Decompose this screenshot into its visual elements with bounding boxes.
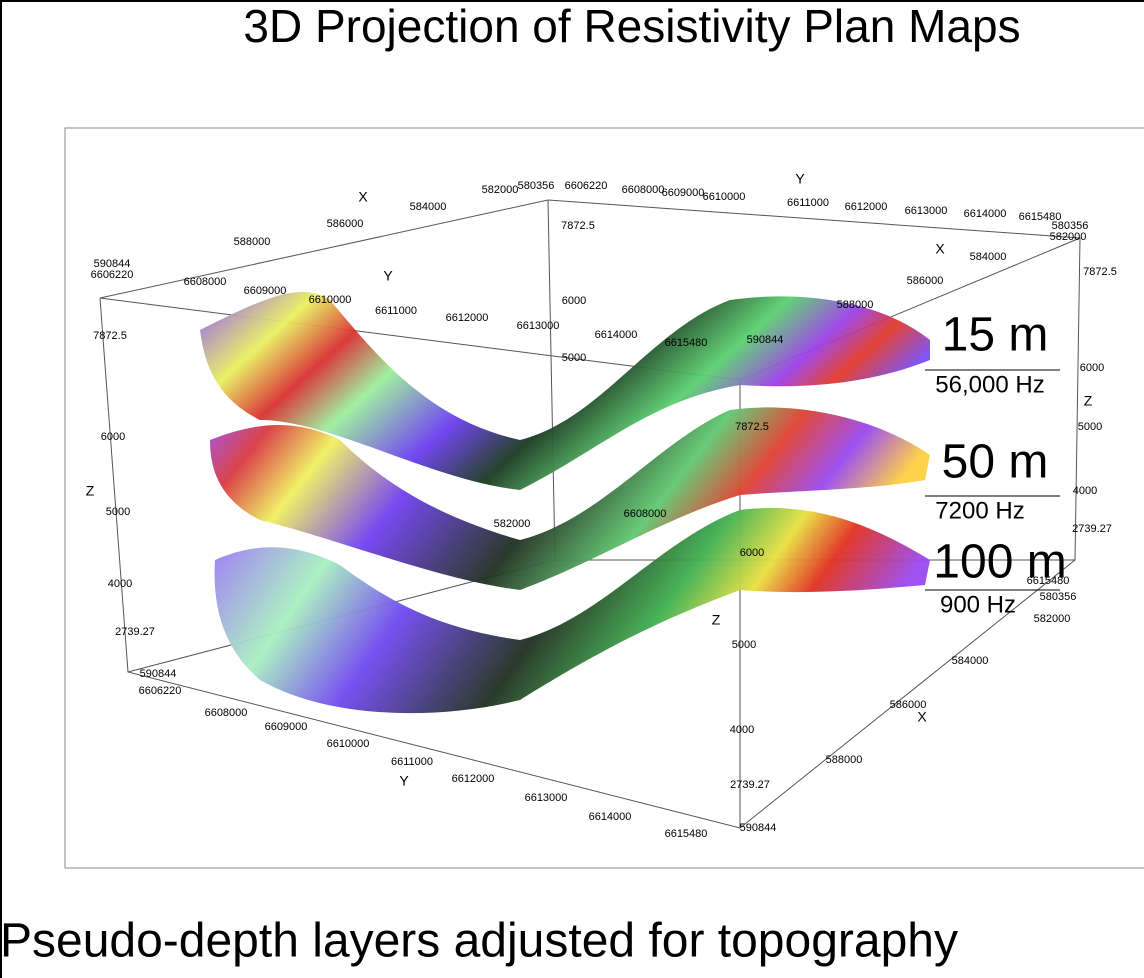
axis-label: 2739.27	[1072, 523, 1112, 535]
axis-label: 6612000	[452, 773, 495, 785]
axis-label: 584000	[952, 655, 989, 667]
axis-label: 6611000	[375, 305, 417, 317]
axis-label: 6606220	[91, 269, 134, 281]
layer-depth: 100 m	[933, 536, 1066, 589]
axis-label: 5000	[106, 506, 130, 518]
axis-label: X	[358, 189, 368, 205]
axis-label: 7872.5	[1083, 266, 1117, 278]
axis-label: 6613000	[517, 320, 560, 332]
axis-label: 5000	[562, 352, 586, 364]
axis-label: 584000	[410, 201, 447, 213]
axis-label: 6613000	[525, 792, 568, 804]
axis-label: 6608000	[622, 184, 665, 196]
axis-label: 4000	[1073, 485, 1097, 497]
axis-label: 6612000	[845, 201, 888, 213]
layer-depth: 50 m	[942, 436, 1049, 489]
axis-label: 6614000	[964, 208, 1007, 220]
axis-label: 6612000	[446, 312, 489, 324]
layer-depth: 15 m	[942, 309, 1049, 362]
bounding-box	[99, 199, 1081, 829]
axis-label: 6610000	[327, 738, 370, 750]
axis-label: 6610000	[309, 294, 352, 306]
axis-label: 580356	[1040, 591, 1077, 603]
axis-label: 6611000	[391, 756, 433, 768]
axis-label: 588000	[837, 299, 874, 311]
axis-label: 582000	[1034, 613, 1071, 625]
axis-label: 6615480	[1027, 575, 1070, 587]
axis-label: 6000	[1080, 362, 1104, 374]
axis-label: 582000	[494, 518, 531, 530]
layer-frequency: 56,000 Hz	[935, 371, 1044, 398]
axis-label: Y	[795, 171, 805, 187]
axis-label: 6609000	[244, 285, 287, 297]
axis-label: 582000	[482, 184, 519, 196]
axis-label: Z	[712, 612, 721, 628]
axis-label: 6613000	[905, 205, 948, 217]
axis-label: 588000	[234, 236, 271, 248]
axis-label: 6615480	[1019, 211, 1062, 223]
axis-label: 6609000	[265, 721, 308, 733]
axis-label: 7872.5	[735, 421, 769, 433]
slide-caption: Pseudo-depth layers adjusted for topogra…	[0, 915, 958, 968]
layer-frequency: 7200 Hz	[935, 497, 1024, 524]
axis-label: 6615480	[665, 337, 708, 349]
axis-label: 6606220	[139, 685, 182, 697]
axis-label: 586000	[327, 218, 364, 230]
axis-label: 6615480	[665, 828, 708, 840]
axis-label: 586000	[907, 275, 944, 287]
axis-label: 5000	[732, 639, 756, 651]
axis-label: 6610000	[703, 191, 746, 203]
axis-label: 588000	[826, 754, 863, 766]
axis-label: 590844	[740, 822, 777, 834]
axis-label: 6608000	[624, 508, 667, 520]
axis-label: 6000	[562, 295, 586, 307]
layer-frequency: 900 Hz	[940, 591, 1016, 618]
axis-label: X	[935, 241, 945, 257]
axis-label: 2739.27	[730, 779, 770, 791]
axis-label: Y	[383, 268, 393, 284]
axis-label: 6611000	[787, 197, 829, 209]
axis-label: Y	[399, 773, 409, 789]
axis-label: Z	[1084, 393, 1093, 409]
axis-label: 6609000	[662, 187, 705, 199]
axis-label: 6614000	[595, 329, 638, 341]
resistivity-surfaces	[200, 291, 930, 714]
axis-label: 582000	[1050, 231, 1087, 243]
axis-label: 590844	[747, 334, 784, 346]
axis-label: 590844	[140, 668, 177, 680]
axis-label: 6608000	[184, 276, 227, 288]
axis-label: 7872.5	[93, 330, 127, 342]
axis-label: 7872.5	[561, 220, 595, 232]
axis-label: 6606220	[565, 180, 608, 192]
axis-label: 6000	[101, 431, 125, 443]
axis-label: 580356	[518, 180, 555, 192]
axis-label: 580356	[1052, 220, 1089, 232]
axis-label: 2739.27	[115, 626, 155, 638]
slide-title: 3D Projection of Resistivity Plan Maps	[243, 0, 1020, 52]
axis-label: 590844	[94, 258, 131, 270]
axis-label: 586000	[890, 699, 927, 711]
axis-label: X	[917, 709, 927, 725]
axis-label: 4000	[108, 578, 132, 590]
axis-label: 6608000	[205, 707, 248, 719]
axis-label: 6000	[740, 547, 764, 559]
axis-label: 6614000	[589, 811, 632, 823]
axis-label: 4000	[730, 724, 754, 736]
axis-label: 584000	[970, 251, 1007, 263]
axis-label: 5000	[1078, 421, 1102, 433]
axis-label: Z	[86, 483, 95, 499]
